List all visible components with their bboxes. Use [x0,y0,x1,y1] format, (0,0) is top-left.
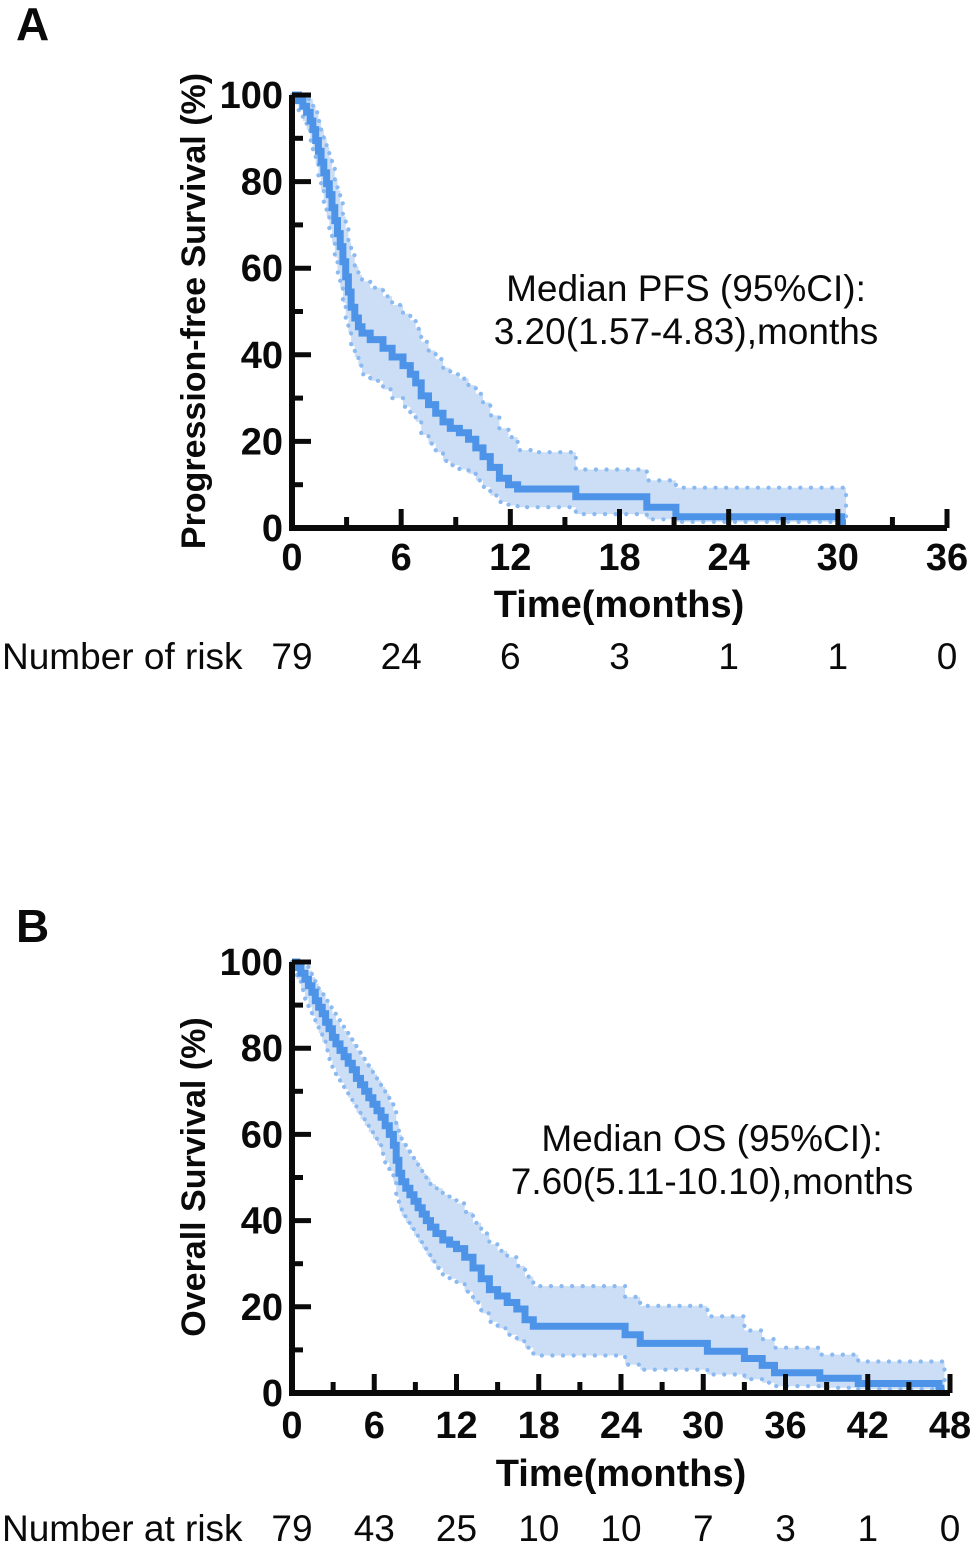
x-tick-label: 12 [435,1405,477,1447]
ci-band-region [289,92,849,525]
risk-count: 3 [775,1508,796,1549]
x-tick-label: 30 [817,537,859,579]
risk-count: 79 [271,1508,312,1549]
y-tick-label: 60 [241,248,283,290]
y-tick-label: 100 [220,942,283,984]
risk-count: 0 [940,1508,961,1549]
panel-b-risk-row-values: 79 43 25 10 10 7 3 1 0 [271,1508,960,1549]
x-tick-label: 0 [281,1405,302,1447]
risk-count: 0 [937,636,958,677]
panel-b-letter: B [16,900,49,952]
panel-a-annotation-line1: Median PFS (95%CI): [506,268,866,309]
panel-a-x-axis-title: Time(months) [494,584,745,626]
x-tick-label: 42 [847,1405,889,1447]
x-tick-label: 24 [708,537,750,579]
risk-count: 43 [354,1508,395,1549]
risk-count: 24 [381,636,422,677]
risk-count: 10 [600,1508,641,1549]
risk-count: 3 [609,636,630,677]
risk-count: 79 [271,636,312,677]
ci-band-region [289,959,947,1392]
risk-count: 1 [718,636,739,677]
panel-b-tick-labels: 0 6 12 18 24 30 36 42 48 0 20 40 60 80 100 [220,942,971,1447]
y-tick-label: 40 [241,335,283,377]
x-tick-label: 48 [929,1405,971,1447]
y-tick-label: 20 [241,1287,283,1329]
risk-count: 10 [518,1508,559,1549]
panel-b-axes [289,959,953,1396]
x-tick-label: 0 [281,537,302,579]
panel-b-curve [292,958,945,1392]
x-tick-label: 36 [764,1405,806,1447]
y-tick-label: 60 [241,1114,283,1156]
panel-a-curve [292,91,846,527]
risk-count: 7 [693,1508,714,1549]
panel-a-risk-row-label: Number of risk [2,636,243,677]
panel-b-x-axis-title: Time(months) [496,1453,747,1495]
panel-B: B Overall Survival (%) 0 6 12 18 24 30 36 42 480… [2,900,971,1549]
panel-a-annotation-line2: 3.20(1.57-4.83),months [494,311,879,352]
x-tick-label: 24 [600,1405,642,1447]
panel-b-annotation-line2: 7.60(5.11-10.10),months [511,1161,913,1202]
panel-a-risk-row-values: 79 24 6 3 1 1 0 [271,636,957,677]
y-tick-label: 80 [241,162,283,204]
x-tick-label: 18 [598,537,640,579]
panel-b-ci-band [289,959,947,1392]
panel-a-tick-labels: 0 6 12 18 24 30 36 0 20 40 60 80 100 [220,75,969,579]
risk-count: 6 [500,636,521,677]
x-tick-label: 6 [391,537,412,579]
risk-count: 1 [858,1508,879,1549]
x-tick-label: 36 [926,537,968,579]
km-curve [292,958,945,1392]
y-tick-label: 20 [241,421,283,463]
y-tick-label: 0 [262,1373,283,1415]
panel-a-ci-band [289,92,849,525]
y-tick-label: 100 [220,75,283,117]
x-tick-label: 12 [489,537,531,579]
panel-b-y-axis-title: Overall Survival (%) [175,1017,213,1336]
risk-count: 25 [436,1508,477,1549]
km-curve [292,91,846,527]
panel-b-risk-row-label: Number at risk [2,1508,243,1549]
panel-b-annotation-line1: Median OS (95%CI): [541,1118,882,1159]
panel-A: A Progression-free Survival (%) 0 6 12 18 24… [2,0,968,677]
x-tick-label: 6 [364,1405,385,1447]
x-tick-label: 30 [682,1405,724,1447]
panel-a-axes [289,92,950,531]
y-tick-label: 40 [241,1201,283,1243]
x-tick-label: 18 [518,1405,560,1447]
y-tick-label: 0 [262,508,283,550]
panel-a-y-axis-title: Progression-free Survival (%) [175,73,213,549]
y-tick-label: 80 [241,1028,283,1070]
risk-count: 1 [828,636,849,677]
panel-a-letter: A [16,0,49,50]
